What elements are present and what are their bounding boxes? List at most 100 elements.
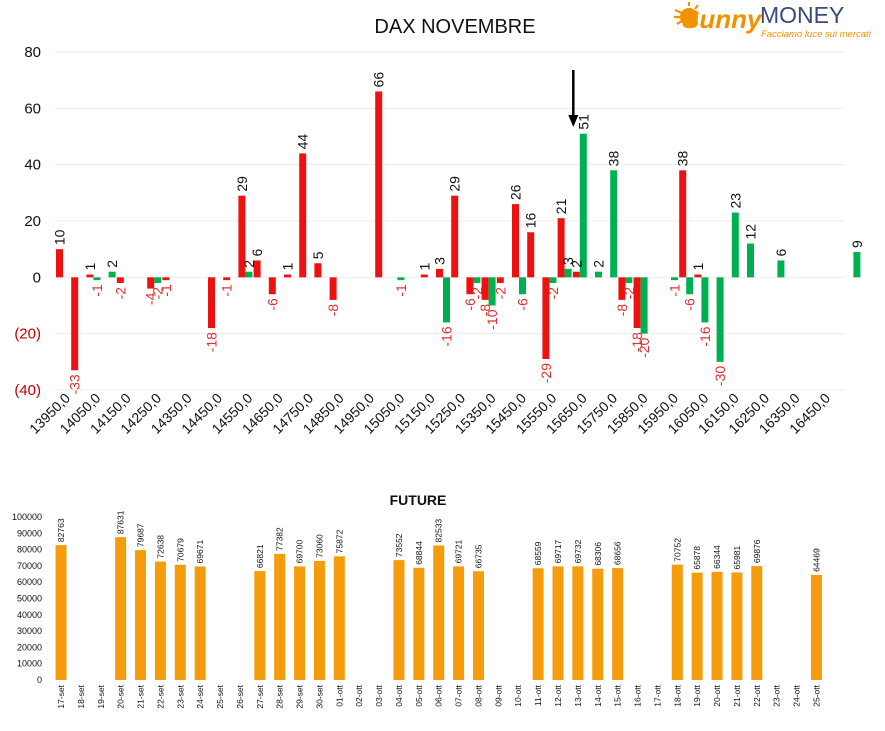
dax-data-label: 1 bbox=[82, 263, 98, 271]
future-bar bbox=[433, 545, 445, 680]
future-bar bbox=[691, 572, 703, 680]
future-x-tick-label: 30-set bbox=[314, 684, 324, 708]
future-x-tick-label: 21-ott bbox=[732, 684, 742, 706]
dax-data-label: -2 bbox=[150, 287, 166, 300]
dax-bar bbox=[154, 277, 162, 283]
future-x-tick-label: 25-set bbox=[215, 684, 225, 708]
dax-data-label: 16 bbox=[523, 212, 539, 228]
dax-data-label: 2 bbox=[104, 260, 120, 268]
dax-data-label: 29 bbox=[234, 176, 250, 192]
dax-data-label: 2 bbox=[591, 260, 607, 268]
dax-bar bbox=[542, 277, 550, 360]
dax-bar bbox=[253, 260, 261, 278]
dax-bar bbox=[701, 277, 709, 323]
future-y-tick-label: 100000 bbox=[12, 512, 42, 522]
future-bar bbox=[532, 568, 544, 680]
dax-y-tick-label: (40) bbox=[14, 382, 41, 399]
future-bar bbox=[552, 566, 564, 680]
future-data-label: 68306 bbox=[593, 542, 603, 566]
dax-data-label: 66 bbox=[371, 72, 387, 88]
future-data-label: 68656 bbox=[613, 541, 623, 565]
dax-data-label: 3 bbox=[560, 257, 576, 265]
dax-data-label: -2 bbox=[545, 287, 561, 300]
future-data-label: 77382 bbox=[275, 527, 285, 551]
future-bar bbox=[453, 566, 465, 680]
dax-data-label: 2 bbox=[568, 260, 584, 268]
dax-bar bbox=[488, 277, 496, 306]
dax-bar bbox=[519, 277, 526, 295]
future-data-label: 69876 bbox=[752, 539, 762, 563]
logo-word-sunny: Sunny bbox=[682, 4, 763, 34]
future-y-tick-label: 50000 bbox=[17, 594, 42, 604]
future-bar bbox=[254, 571, 266, 680]
dax-data-label: 6 bbox=[773, 248, 789, 256]
dax-data-label: -8 bbox=[325, 304, 341, 317]
dax-data-label: 12 bbox=[743, 224, 759, 240]
future-x-tick-label: 20-ott bbox=[712, 684, 722, 706]
future-data-labels: 82763 87631 79687 72638 70679 69671 66821 77382… bbox=[56, 510, 821, 572]
logo-word-money: MONEY bbox=[760, 2, 844, 28]
future-bar bbox=[333, 556, 345, 680]
dax-bar bbox=[496, 277, 504, 283]
dax-gridlines bbox=[55, 51, 845, 391]
future-data-label: 82533 bbox=[434, 519, 444, 543]
dax-bar bbox=[618, 277, 626, 300]
future-y-tick-label: 70000 bbox=[17, 561, 42, 571]
dax-bar bbox=[268, 277, 276, 295]
dax-bar bbox=[397, 277, 405, 281]
future-bar bbox=[135, 550, 147, 680]
logo-tagline: Facciamo luce sui mercati bbox=[761, 29, 872, 40]
future-x-tick-label: 08-ott bbox=[473, 684, 483, 706]
dax-data-label: -2 bbox=[621, 287, 637, 300]
dax-bar bbox=[640, 277, 648, 334]
dax-bar bbox=[93, 277, 101, 281]
dax-bar bbox=[747, 243, 754, 278]
future-x-tick-label: 16-ott bbox=[633, 684, 643, 706]
future-data-label: 70752 bbox=[672, 538, 682, 562]
future-data-label: 75872 bbox=[334, 529, 344, 553]
future-x-tick-label: 21-set bbox=[136, 684, 146, 708]
dax-bar bbox=[208, 277, 215, 329]
dax-data-label: 9 bbox=[849, 240, 865, 248]
dax-data-label: -6 bbox=[682, 298, 698, 311]
dax-data-label: -16 bbox=[697, 326, 713, 346]
future-x-tick-label: 24-set bbox=[195, 684, 205, 708]
dax-data-label: 51 bbox=[575, 114, 591, 130]
dax-bar bbox=[162, 277, 170, 281]
future-bar bbox=[711, 571, 723, 680]
future-bar bbox=[592, 568, 604, 680]
future-y-axis: 1000009000080000700006000050000400003000… bbox=[12, 512, 42, 685]
dax-data-label: -1 bbox=[667, 284, 683, 297]
dax-data-label: -4 bbox=[143, 292, 159, 305]
dax-bar bbox=[71, 277, 79, 371]
future-data-label: 82763 bbox=[56, 518, 66, 542]
sun-icon bbox=[674, 2, 699, 26]
future-bar bbox=[810, 574, 822, 680]
future-bar bbox=[274, 553, 286, 680]
future-x-tick-label: 10-ott bbox=[513, 684, 523, 706]
dax-data-label: 1 bbox=[280, 263, 296, 271]
future-x-tick-label: 11-ott bbox=[533, 684, 543, 706]
future-bar bbox=[115, 537, 127, 680]
future-y-tick-label: 60000 bbox=[17, 577, 42, 587]
future-bar bbox=[194, 566, 206, 680]
dax-data-label: 10 bbox=[52, 229, 68, 245]
future-bar bbox=[612, 568, 624, 680]
dax-bar bbox=[375, 91, 383, 278]
future-y-tick-label: 30000 bbox=[17, 626, 42, 636]
dax-bar bbox=[443, 277, 450, 323]
future-x-tick-label: 23-set bbox=[175, 684, 185, 708]
dax-x-axis: 13950,014050,014150,014250,014350,014450… bbox=[26, 390, 833, 437]
future-data-label: 79687 bbox=[136, 523, 146, 547]
dax-bar bbox=[223, 277, 231, 281]
future-bar bbox=[572, 566, 584, 680]
dax-bar bbox=[108, 271, 116, 278]
dax-data-label: -6 bbox=[264, 298, 280, 311]
future-x-tick-label: 12-ott bbox=[553, 684, 563, 706]
future-x-tick-label: 09-ott bbox=[493, 684, 503, 706]
dax-data-label: 5 bbox=[310, 251, 326, 259]
dax-bar bbox=[56, 249, 63, 278]
dax-data-label: 44 bbox=[295, 134, 311, 150]
sunny-money-logo: Sunny MONEY Facciamo luce sui mercati bbox=[672, 0, 882, 42]
